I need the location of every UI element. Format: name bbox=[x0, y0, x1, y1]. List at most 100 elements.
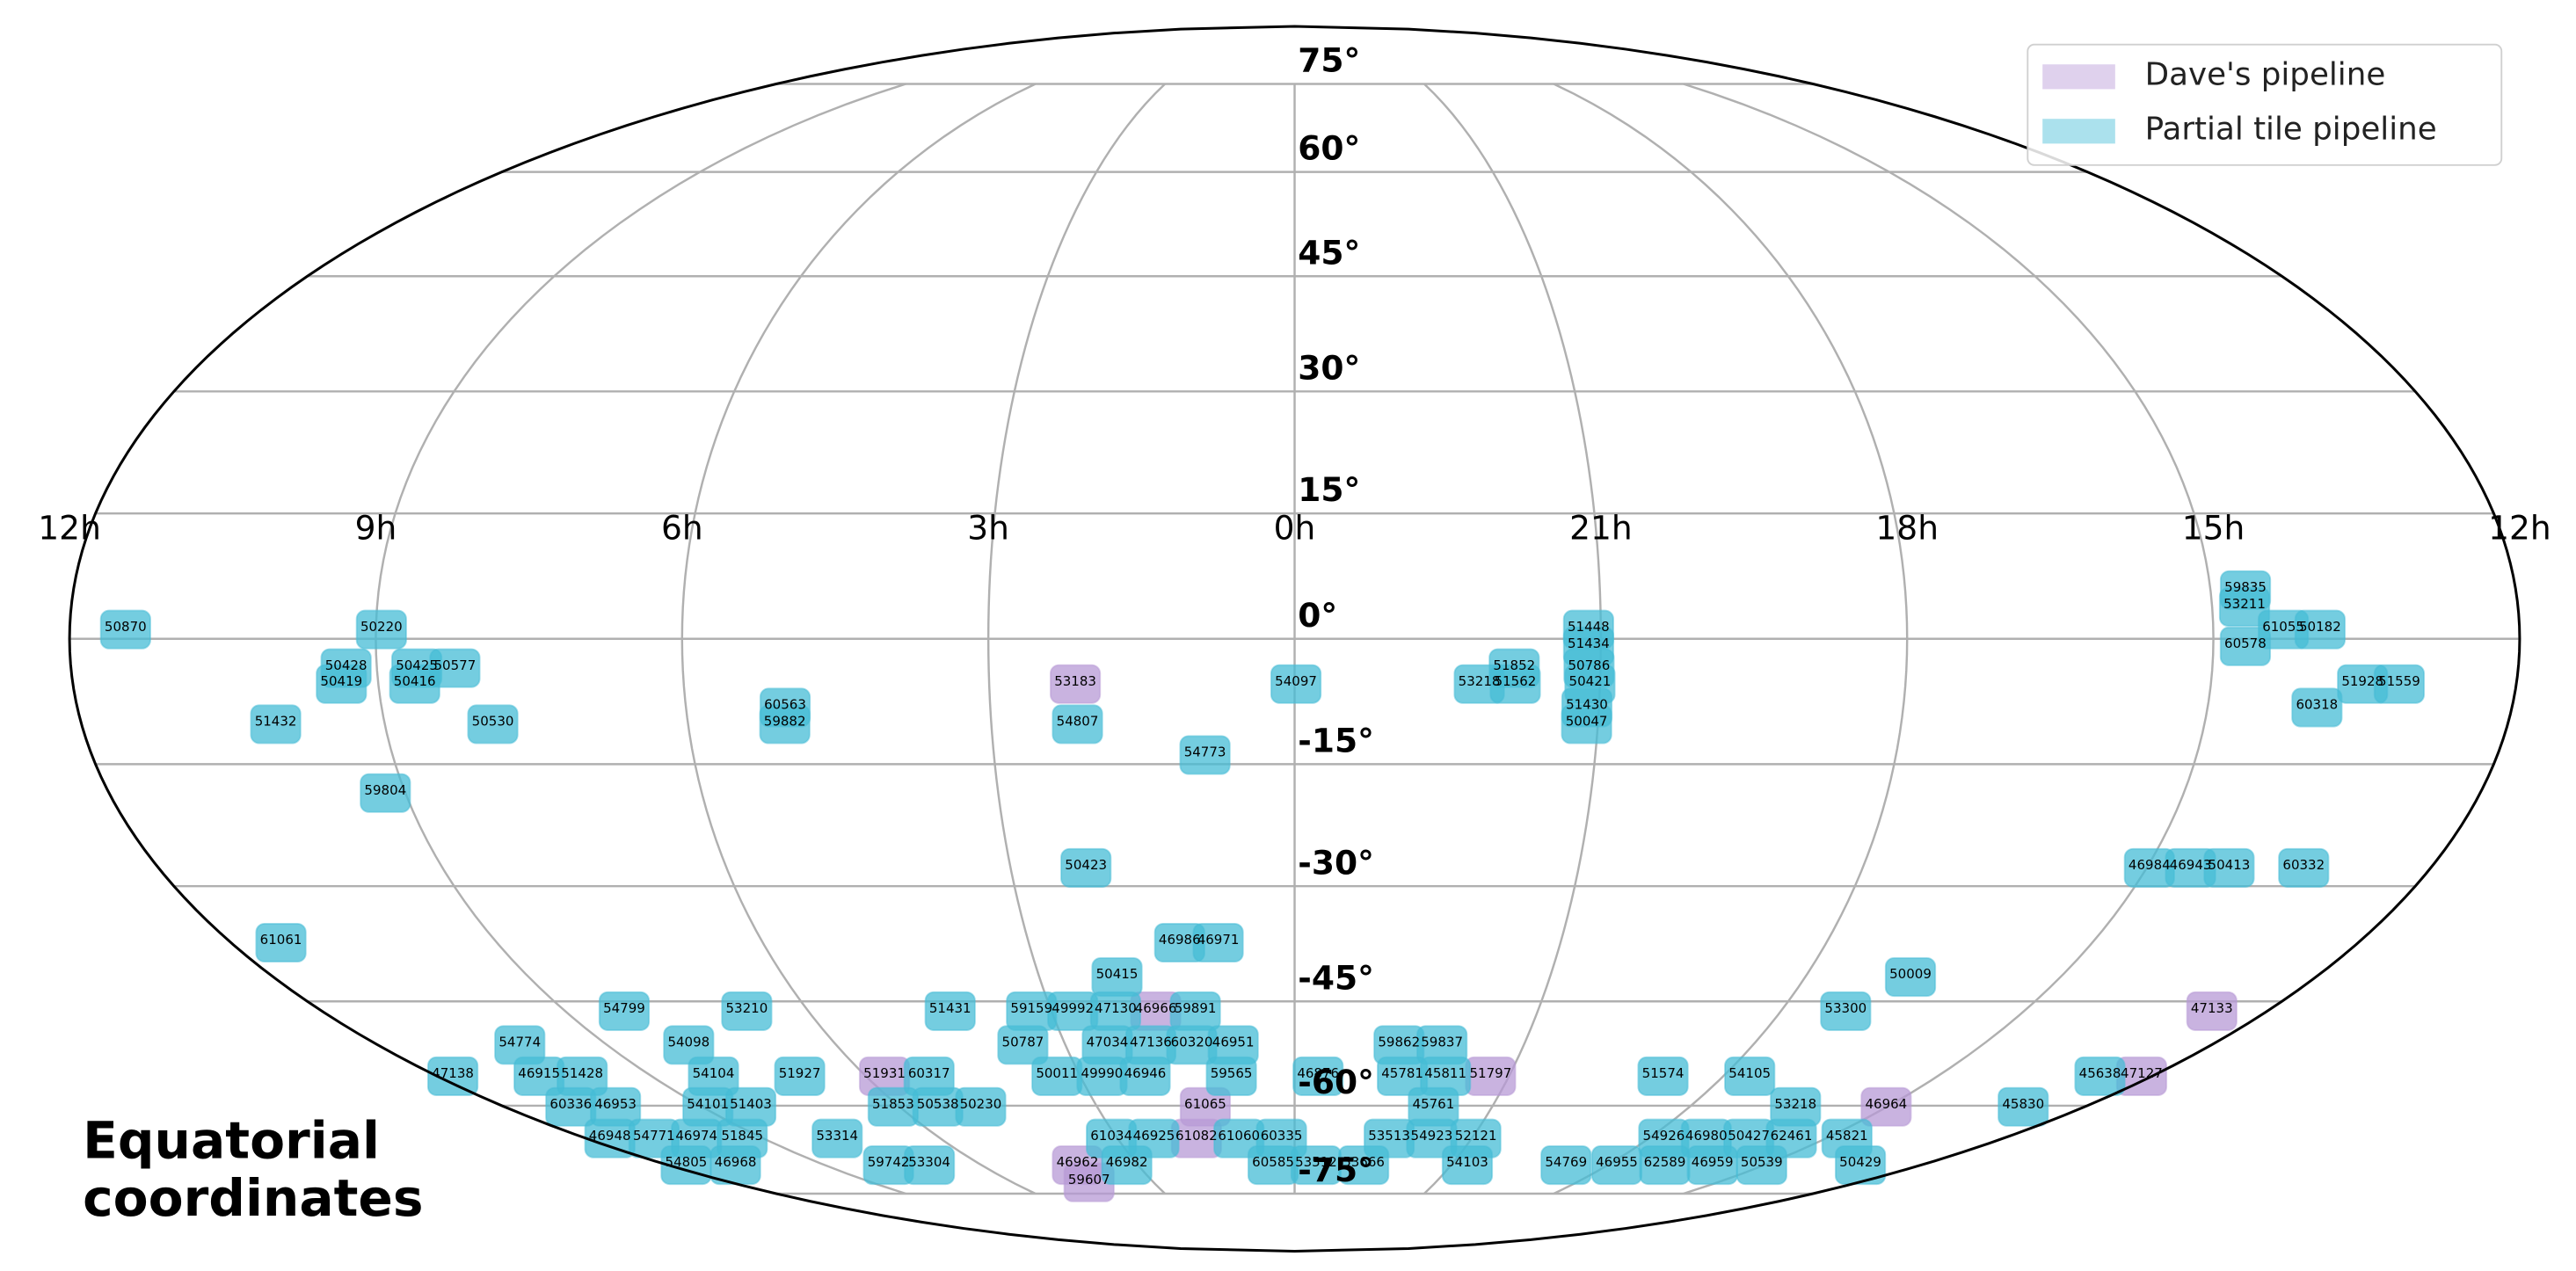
tile-label: 46968 bbox=[715, 1154, 757, 1170]
grid-line bbox=[1553, 83, 1909, 1195]
tile-label: 54098 bbox=[667, 1035, 709, 1050]
tile-label: 54771 bbox=[633, 1128, 675, 1144]
tile-label: 50416 bbox=[394, 673, 436, 689]
tile-label: 51927 bbox=[779, 1065, 821, 1081]
tile-label: 50539 bbox=[1741, 1154, 1783, 1170]
tile bbox=[1337, 1145, 1390, 1186]
tile bbox=[774, 1056, 826, 1096]
tile bbox=[1441, 1145, 1494, 1186]
tile bbox=[1270, 664, 1322, 704]
tile bbox=[598, 991, 651, 1031]
tile-label: 51448 bbox=[1568, 619, 1610, 635]
tile bbox=[2294, 609, 2347, 650]
tile bbox=[2074, 1056, 2126, 1096]
tile bbox=[1540, 1145, 1592, 1186]
tile-label: 47130 bbox=[1095, 1000, 1137, 1016]
x-tick-label: 0h bbox=[1274, 508, 1316, 547]
tile-label: 50047 bbox=[1566, 714, 1608, 730]
tile-label: 46951 bbox=[1212, 1035, 1255, 1050]
tile-label: 45830 bbox=[2002, 1096, 2044, 1112]
tile-label: 59742 bbox=[868, 1154, 910, 1170]
tile bbox=[250, 704, 302, 744]
y-tick-label: 30° bbox=[1298, 348, 1360, 387]
tile bbox=[389, 664, 440, 704]
tile-label: 54104 bbox=[693, 1065, 735, 1081]
tile bbox=[955, 1086, 1007, 1127]
tile-label: 51852 bbox=[1493, 657, 1535, 673]
tile-label: 45761 bbox=[1413, 1096, 1455, 1112]
annotation: coordinates bbox=[83, 1168, 423, 1228]
grid-line bbox=[986, 83, 1166, 1195]
tile-label: 47136 bbox=[1130, 1035, 1172, 1050]
tile-label: 49992 bbox=[1052, 1000, 1094, 1016]
tile-label: 53300 bbox=[1824, 1000, 1867, 1016]
tile-label: 46984 bbox=[2128, 857, 2171, 873]
tile-label: 54926 bbox=[1643, 1128, 1685, 1144]
tile-label: 50870 bbox=[105, 619, 147, 635]
tile-label: 46953 bbox=[594, 1096, 637, 1112]
legend-swatch bbox=[2042, 64, 2115, 90]
x-tick-label: 12h bbox=[2488, 508, 2551, 547]
tile bbox=[1724, 1056, 1776, 1096]
tile-label: 54923 bbox=[1411, 1128, 1453, 1144]
y-tick-label: -30° bbox=[1298, 843, 1374, 882]
tile-label: 47138 bbox=[432, 1065, 474, 1081]
grid bbox=[69, 83, 2520, 1195]
tile-label: 51853 bbox=[872, 1096, 914, 1112]
map-boundary bbox=[68, 25, 2521, 1253]
tile bbox=[1192, 922, 1244, 963]
x-tick-label: 9h bbox=[355, 508, 397, 547]
tile-label: 50427 bbox=[1728, 1128, 1770, 1144]
axes: 12h 9h 6h 3h 0h 21h 18h 15h 12h 75° 60° 45° 30° 15° 0°… bbox=[38, 25, 2551, 1253]
tile-label: 46943 bbox=[2170, 857, 2212, 873]
tile bbox=[924, 991, 976, 1031]
tile bbox=[1834, 1145, 1887, 1186]
tile bbox=[1060, 847, 1112, 888]
tile-label: 51431 bbox=[929, 1000, 971, 1016]
tile-label: 50428 bbox=[325, 657, 367, 673]
tile-label: 54807 bbox=[1057, 714, 1099, 730]
tile bbox=[1997, 1086, 2049, 1127]
tile bbox=[2373, 664, 2426, 704]
tile-label: 60563 bbox=[764, 697, 806, 713]
tile-label: 50182 bbox=[2299, 619, 2341, 635]
tile-label: 53314 bbox=[816, 1128, 858, 1144]
tile bbox=[360, 773, 411, 813]
tile-label: 59837 bbox=[1421, 1035, 1463, 1050]
tile-label: 51562 bbox=[1495, 673, 1537, 689]
tile-label: 50220 bbox=[360, 619, 403, 635]
tile-label: 54799 bbox=[603, 1000, 645, 1016]
tile-label: 51434 bbox=[1568, 636, 1610, 651]
tile-label: 61055 bbox=[2262, 619, 2304, 635]
y-tick-label: 60° bbox=[1298, 129, 1360, 168]
tile-label: 60318 bbox=[2296, 697, 2338, 713]
tile bbox=[255, 922, 307, 963]
tile-label: 46915 bbox=[518, 1065, 560, 1081]
tile-label: 45821 bbox=[1826, 1128, 1868, 1144]
x-tick-label: 21h bbox=[1569, 508, 1633, 547]
tile bbox=[1561, 704, 1612, 744]
tile-label: 61061 bbox=[260, 932, 302, 948]
y-tick-label: 15° bbox=[1298, 470, 1360, 509]
tile-label: 46876 bbox=[1297, 1065, 1339, 1081]
tile-label: 59835 bbox=[2224, 579, 2267, 595]
tile-label: 47034 bbox=[1087, 1035, 1129, 1050]
grid-line bbox=[680, 83, 1037, 1195]
tile-label: 45638 bbox=[2079, 1065, 2121, 1081]
y-tick-label: 0° bbox=[1298, 596, 1337, 635]
tile-label: 59804 bbox=[364, 782, 406, 798]
tile-label: 50530 bbox=[472, 714, 514, 730]
tile bbox=[1860, 1086, 1912, 1127]
tile-label: 51559 bbox=[2378, 673, 2420, 689]
tiles bbox=[99, 570, 2426, 1202]
tile bbox=[467, 704, 519, 744]
tile-label: 53304 bbox=[908, 1154, 950, 1170]
tile bbox=[811, 1118, 863, 1158]
tile-label: 50429 bbox=[1839, 1154, 1881, 1170]
tile-label: 61034 bbox=[1090, 1128, 1132, 1144]
y-tick-label: -60° bbox=[1298, 1063, 1374, 1101]
tile-label: 50009 bbox=[1889, 966, 1932, 982]
tile-label: 53218 bbox=[1459, 673, 1501, 689]
tile-label: 50415 bbox=[1096, 966, 1139, 982]
tile-label: 52121 bbox=[1455, 1128, 1497, 1144]
